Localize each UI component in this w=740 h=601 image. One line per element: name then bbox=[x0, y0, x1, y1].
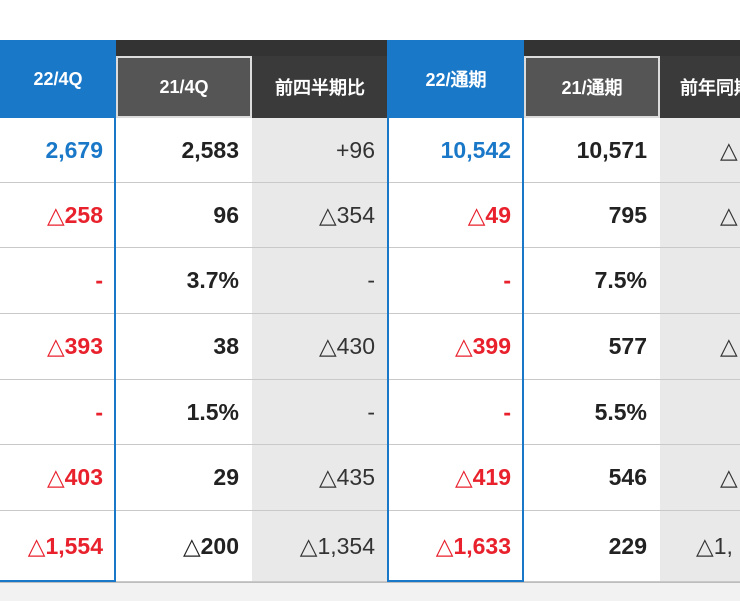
cell-21-4q: 29 bbox=[116, 445, 252, 510]
cell-22-4q: △258 bbox=[46, 201, 103, 228]
cell-22-full: - bbox=[503, 398, 511, 425]
header-21-full: 21/通期 bbox=[524, 56, 660, 118]
cell-21-4q: △200 bbox=[116, 511, 252, 581]
cell-22-4q: △403 bbox=[46, 464, 103, 490]
cell-22-full: △1,633 bbox=[435, 532, 511, 559]
cell-21-full: 5.5% bbox=[524, 380, 660, 444]
header-qoq: 前四半期比 bbox=[252, 56, 388, 118]
bottom-strip bbox=[0, 582, 740, 601]
table-row: - 1.5% - - 5.5% bbox=[0, 380, 740, 445]
cell-21-full: 795 bbox=[524, 183, 660, 247]
cell-yoy: △ bbox=[660, 118, 740, 182]
cell-qoq: △354 bbox=[252, 183, 388, 247]
cell-22-full: - bbox=[503, 267, 511, 293]
cell-qoq: △430 bbox=[252, 314, 388, 379]
cell-21-4q: 2,583 bbox=[116, 118, 252, 182]
cell-yoy: △ bbox=[660, 445, 740, 510]
cell-21-full: 10,571 bbox=[524, 118, 660, 182]
cell-qoq: +96 bbox=[252, 118, 388, 182]
cell-qoq: - bbox=[252, 380, 388, 444]
header-22-full: 22/通期 bbox=[388, 40, 524, 118]
cell-qoq: - bbox=[252, 248, 388, 313]
cell-22-4q: - bbox=[95, 267, 103, 293]
cell-21-4q: 1.5% bbox=[116, 380, 252, 444]
cell-22-full: △419 bbox=[454, 464, 511, 490]
table-row: △1,554 △200 △1,354 △1,633 229 △1, bbox=[0, 511, 740, 582]
header-22-4q: 22/4Q bbox=[0, 40, 116, 118]
cell-21-full: 577 bbox=[524, 314, 660, 379]
cell-21-4q: 38 bbox=[116, 314, 252, 379]
cell-qoq: △435 bbox=[252, 445, 388, 510]
cell-22-4q: △393 bbox=[46, 333, 103, 359]
cell-22-full: △49 bbox=[467, 201, 511, 228]
cell-yoy bbox=[660, 380, 740, 444]
cell-yoy bbox=[660, 248, 740, 313]
cell-21-4q: 3.7% bbox=[116, 248, 252, 313]
header-yoy: 前年同期 bbox=[660, 56, 740, 118]
table-row: △403 29 △435 △419 546 △ bbox=[0, 445, 740, 511]
table-row: 2,679 2,583 +96 10,542 10,571 △ bbox=[0, 118, 740, 183]
cell-21-full: 546 bbox=[524, 445, 660, 510]
header-21-4q: 21/4Q bbox=[116, 56, 252, 118]
cell-22-full: △399 bbox=[454, 333, 511, 359]
cell-yoy: △ bbox=[660, 183, 740, 247]
cell-22-4q: - bbox=[95, 398, 103, 425]
cell-21-full: 229 bbox=[524, 511, 660, 581]
cell-22-full: 10,542 bbox=[440, 136, 511, 163]
cell-yoy: △1, bbox=[660, 511, 740, 581]
table-row: △393 38 △430 △399 577 △ bbox=[0, 314, 740, 380]
table-row: - 3.7% - - 7.5% bbox=[0, 248, 740, 314]
cell-qoq: △1,354 bbox=[252, 511, 388, 581]
cell-22-4q: △1,554 bbox=[27, 532, 103, 559]
cell-21-4q: 96 bbox=[116, 183, 252, 247]
table-row: △258 96 △354 △49 795 △ bbox=[0, 183, 740, 248]
cell-yoy: △ bbox=[660, 314, 740, 379]
cell-21-full: 7.5% bbox=[524, 248, 660, 313]
cell-22-4q: 2,679 bbox=[45, 136, 103, 163]
